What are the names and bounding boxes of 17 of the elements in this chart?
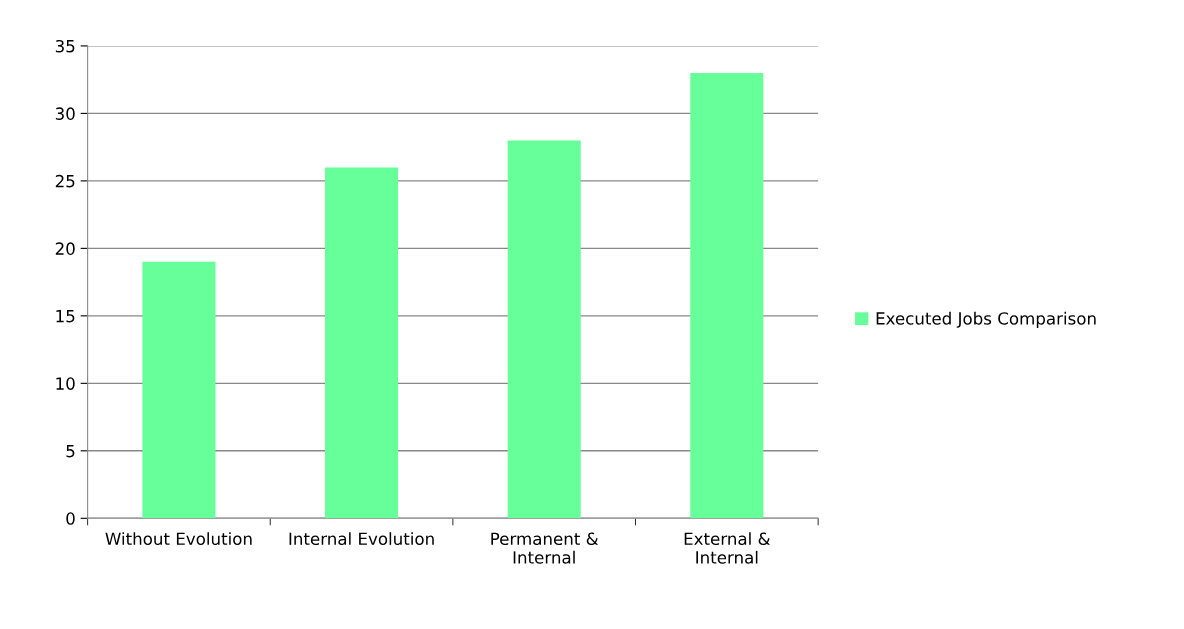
- legend-label: Executed Jobs Comparison: [876, 311, 1096, 328]
- y-tick-label: 35: [55, 39, 75, 53]
- y-tick-label: 30: [55, 107, 75, 120]
- x-tick-label: Without Evolution: [105, 532, 252, 546]
- bar: [142, 261, 216, 519]
- bar: [507, 140, 581, 519]
- y-tick-label: 25: [55, 174, 75, 188]
- bar: [690, 72, 764, 519]
- y-tick-label: 20: [55, 242, 75, 255]
- y-tick-label: 0: [66, 512, 75, 525]
- x-tick-label: Internal Evolution: [289, 532, 434, 546]
- bar: [325, 167, 399, 519]
- y-tick-label: 5: [66, 444, 75, 458]
- x-tick-label: External & Internal: [684, 532, 771, 564]
- y-tick-label: 15: [56, 310, 75, 323]
- y-tick-label: 10: [56, 377, 75, 390]
- x-tick-label: Permanent & Internal: [491, 532, 599, 564]
